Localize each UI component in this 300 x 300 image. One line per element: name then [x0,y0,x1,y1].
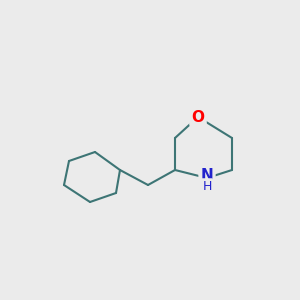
Text: O: O [191,110,205,124]
Text: N: N [201,167,213,182]
Text: H: H [202,179,212,193]
